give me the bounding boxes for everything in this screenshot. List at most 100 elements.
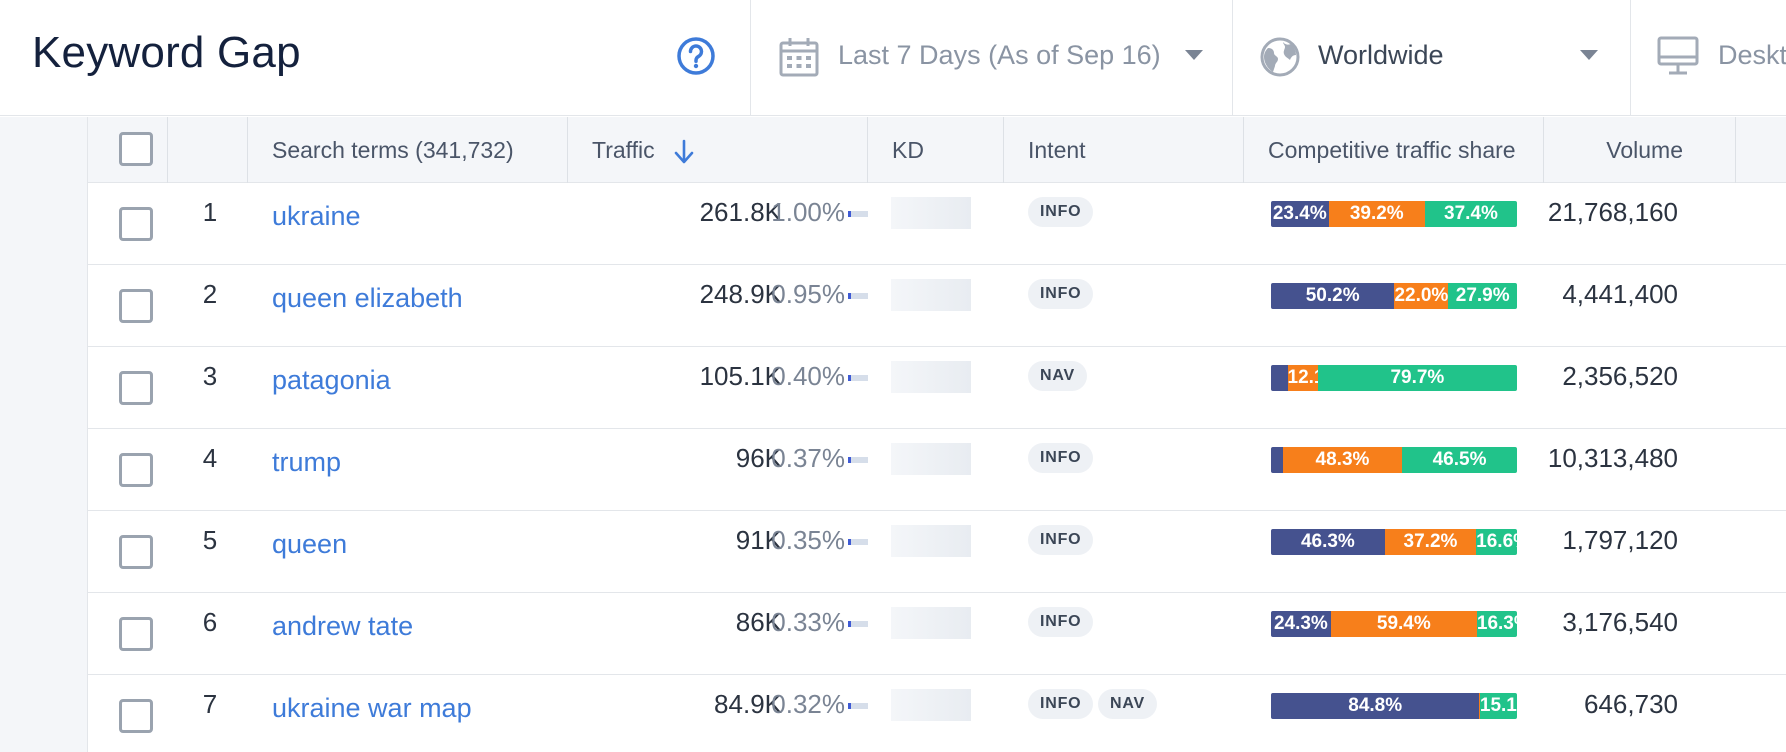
row-checkbox[interactable] <box>119 207 153 241</box>
row-number: 7 <box>202 689 218 719</box>
traffic-percent: 0.33% <box>771 607 845 637</box>
share-segment: 23.4% <box>1271 201 1329 227</box>
competitive-share-bar: 46.3%37.2%16.6% <box>1271 529 1517 555</box>
traffic-value: 96K <box>735 443 782 473</box>
kd-placeholder <box>891 361 971 393</box>
row-checkbox[interactable] <box>119 453 153 487</box>
traffic-share-fill <box>848 211 851 217</box>
share-segment: 48.3% <box>1282 447 1403 473</box>
search-term-link[interactable]: trump <box>272 447 342 477</box>
header-divider <box>1630 0 1631 116</box>
traffic-percent: 0.95% <box>771 279 845 309</box>
search-term-link[interactable]: patagonia <box>272 365 391 395</box>
help-circle-icon[interactable] <box>676 36 716 76</box>
competitive-share-bar: 23.4% 39.2% 37.4% <box>1271 201 1517 227</box>
row-number: 1 <box>202 197 218 227</box>
traffic-header-label: Traffic <box>592 137 655 163</box>
traffic-value: 84.9K <box>714 689 782 719</box>
column-divider <box>167 117 168 183</box>
share-segment: 79.7% <box>1317 365 1517 391</box>
row-checkbox[interactable] <box>119 289 153 323</box>
column-header-intent[interactable]: Intent <box>1028 137 1086 163</box>
table-row[interactable]: 3 patagonia 105.1K0.40% NAV 12.1%79.7% 2,356,… <box>88 347 1786 429</box>
traffic-percent: 1.00% <box>771 197 845 227</box>
traffic-share-fill <box>848 621 851 627</box>
table-header: Search terms (341,732) Traffic KD Intent… <box>88 117 1786 183</box>
search-term-link[interactable]: ukraine war map <box>272 693 472 723</box>
geo-label: Worldwide <box>1318 40 1444 70</box>
share-segment: 24.3% <box>1271 611 1331 637</box>
intent-badge: NAV <box>1028 361 1087 391</box>
column-divider <box>1243 117 1244 183</box>
competitive-share-bar: 50.2% 22.0% 27.9% <box>1271 283 1517 309</box>
search-term-link[interactable]: queen elizabeth <box>272 283 463 313</box>
column-header-search-terms[interactable]: Search terms (341,732) <box>272 137 514 163</box>
traffic-share-bar <box>848 211 868 217</box>
intent-badge: NAV <box>1098 689 1157 719</box>
share-segment: 50.2% <box>1271 283 1395 309</box>
intent-badge: INFO <box>1028 607 1094 637</box>
table-row[interactable]: 7 ukraine war map 84.9K 0.32% INFO NAV 84.8% 15… <box>88 675 1786 752</box>
volume-value: 646,730 <box>1584 689 1678 719</box>
column-header-competitive-share[interactable]: Competitive traffic share <box>1268 137 1516 163</box>
date-range-label: Last 7 Days (As of Sep 16) <box>838 40 1161 70</box>
row-number: 4 <box>202 443 218 473</box>
traffic-percent: 0.40% <box>771 361 845 391</box>
intent-badge: INFO <box>1028 197 1094 227</box>
share-segment: 16.3% <box>1476 611 1517 637</box>
traffic-share-bar <box>848 621 868 627</box>
traffic-value: 105.1K <box>699 361 782 391</box>
traffic-share-fill <box>848 457 851 463</box>
competitive-share-bar: 12.1%79.7% <box>1271 365 1517 391</box>
kd-placeholder <box>891 689 971 721</box>
competitive-share-bar: 48.3% 46.5% <box>1271 447 1517 473</box>
traffic-share-bar <box>848 703 868 709</box>
calendar-icon <box>779 38 819 77</box>
keyword-table: Search terms (341,732) Traffic KD Intent… <box>88 117 1786 752</box>
share-segment <box>1271 365 1288 391</box>
traffic-percent: 0.37% <box>771 443 845 473</box>
traffic-percent: 0.32% <box>771 689 845 719</box>
row-checkbox[interactable] <box>119 617 153 651</box>
column-divider <box>1735 117 1736 183</box>
chevron-down-icon <box>1580 50 1598 60</box>
share-segment: 39.2% <box>1328 201 1425 227</box>
share-segment: 27.9% <box>1448 283 1517 309</box>
volume-value: 21,768,160 <box>1547 197 1678 227</box>
arrow-down-icon <box>674 139 694 164</box>
traffic-share-fill <box>848 375 851 381</box>
table-row[interactable]: 2 queen elizabeth 248.9K 0.95% INFO 50.2% 22.0… <box>88 265 1786 347</box>
share-segment: 59.4% <box>1330 611 1477 637</box>
header-divider <box>1232 0 1233 116</box>
column-header-traffic[interactable]: Traffic <box>592 117 695 183</box>
table-row[interactable]: 4 trump 96K 0.37% INFO 48.3% 46.5% 10,313,480 <box>88 429 1786 511</box>
row-checkbox[interactable] <box>119 371 153 405</box>
search-term-link[interactable]: andrew tate <box>272 611 414 641</box>
share-segment <box>1271 447 1283 473</box>
column-header-kd[interactable]: KD <box>892 137 924 163</box>
traffic-value: 248.9K <box>699 279 782 309</box>
competitive-share-bar: 84.8%15.1% <box>1271 693 1517 719</box>
row-checkbox[interactable] <box>119 535 153 569</box>
row-number: 6 <box>202 607 218 637</box>
share-segment: 15.1% <box>1479 693 1517 719</box>
left-gutter <box>0 117 88 752</box>
search-term-link[interactable]: queen <box>272 529 348 559</box>
traffic-share-fill <box>848 703 851 709</box>
share-segment: 46.5% <box>1402 447 1517 473</box>
chevron-down-icon <box>1185 50 1203 60</box>
column-header-volume[interactable]: Volume <box>1606 137 1683 163</box>
traffic-percent: 0.35% <box>771 525 845 555</box>
desktop-icon <box>1657 36 1699 75</box>
search-term-link[interactable]: ukraine <box>272 201 361 231</box>
table-row[interactable]: 1 ukraine 261.8K 1.00% INFO 23.4% 39.2% 37.4% 21… <box>88 183 1786 265</box>
column-divider <box>567 117 568 183</box>
kd-placeholder <box>891 607 971 639</box>
intent-badge: INFO <box>1028 689 1094 719</box>
select-all-checkbox[interactable] <box>119 132 153 166</box>
volume-value: 4,441,400 <box>1562 279 1678 309</box>
row-checkbox[interactable] <box>119 699 153 733</box>
intent-badge: INFO <box>1028 443 1094 473</box>
